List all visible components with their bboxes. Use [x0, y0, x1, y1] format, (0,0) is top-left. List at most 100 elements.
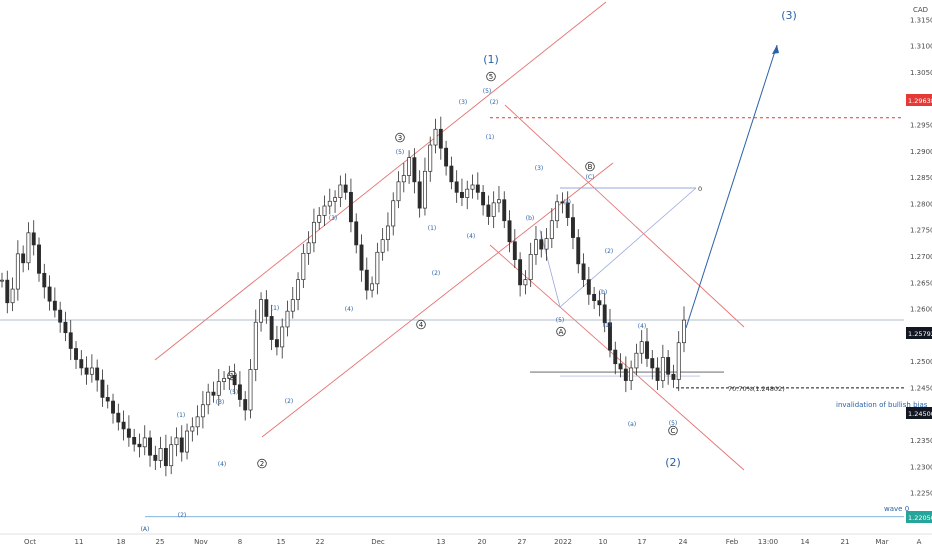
candle-body [475, 184, 480, 193]
candle-body [37, 244, 41, 274]
time-tick-label: 10 [599, 538, 608, 546]
candle-body [354, 221, 359, 246]
candle-body [10, 288, 15, 304]
wave-label: (2) [285, 398, 294, 405]
candle-body [666, 357, 671, 375]
price-tick-label: 1.23500 [910, 437, 932, 445]
wave-label: (5) [483, 88, 492, 95]
candle-body [555, 201, 560, 222]
candle-body [68, 332, 73, 349]
candle-body [486, 204, 491, 217]
wave-label: (1) [486, 134, 495, 141]
wave-label: (3) [781, 9, 797, 22]
candle-body [507, 220, 512, 243]
invalidation-price-badge-text: 1.24500 [908, 410, 932, 418]
candle-body [608, 322, 612, 351]
wave-label: (2) [605, 248, 614, 255]
wave-label: (4) [345, 306, 354, 313]
price-tick-label: 1.24500 [910, 384, 932, 392]
candle-body [497, 199, 501, 204]
candle-body [116, 412, 121, 423]
invalidation-price-badge [906, 407, 932, 419]
candle-body [375, 251, 380, 285]
wave-label: A [559, 328, 564, 336]
candle-body [491, 202, 496, 217]
wave-label: (5) [396, 149, 405, 156]
candle-body [290, 299, 295, 312]
candle-body [21, 253, 26, 264]
wave-label: (5) [230, 389, 239, 396]
candle-body [274, 339, 279, 348]
time-tick-label: A [917, 538, 922, 546]
candle-body [660, 357, 665, 381]
candle-body [333, 197, 338, 202]
candle-body [132, 437, 137, 445]
price-tick-label: 1.29000 [910, 148, 932, 156]
candle-body [142, 437, 147, 448]
candle-body [52, 300, 57, 311]
time-tick-label: 14 [801, 538, 810, 546]
wave-label: 2 [260, 460, 264, 468]
wave-label: (1) [483, 53, 499, 66]
candle-body [370, 283, 375, 291]
price-axis: CAD 1.315001.310001.305001.300001.295001… [904, 0, 932, 534]
candle-body [89, 367, 94, 375]
wave-label-circle [227, 370, 237, 381]
candle-body [549, 220, 554, 239]
time-tick-label: 20 [478, 538, 487, 546]
candle-body [613, 349, 618, 365]
time-tick-label: 13 [437, 538, 446, 546]
invalidation-label: invalidation of bullish bias [836, 401, 928, 409]
wave-label: (1) [177, 412, 186, 419]
candle-body [126, 428, 131, 438]
candle-body [534, 239, 538, 255]
wave-label-circle [486, 71, 496, 82]
price-tick-label: 1.26500 [910, 279, 932, 287]
time-tick-label: 27 [518, 538, 527, 546]
wave-label: (2) [665, 456, 681, 469]
candle-body [645, 341, 649, 359]
candle-body [518, 259, 523, 286]
time-tick-label: 11 [75, 538, 84, 546]
trend-channel-line [154, 1, 607, 361]
wave-label: (3) [216, 399, 225, 406]
candle-body [618, 363, 623, 370]
candle-body [306, 242, 311, 254]
candle-body [100, 379, 105, 398]
annotations: 70.70%(1.24802) invalidation of bullish … [698, 185, 928, 513]
time-tick-label: 15 [277, 538, 286, 546]
wave-label: (2) [490, 99, 499, 106]
fib-zero-label: 0 [698, 185, 702, 193]
wave-labels: (1) (2) (3) 5 3 4 2 1 A B C (1) (1) (1) (1) (1) (2) (2) (2… [141, 9, 797, 533]
candle-body [296, 279, 301, 300]
candle-body [428, 144, 433, 172]
candle-body [163, 448, 168, 467]
candle-body [343, 184, 348, 193]
price-tick-label: 1.31500 [910, 16, 932, 24]
bottom-price-badge [906, 511, 932, 523]
price-tick-label: 1.28000 [910, 200, 932, 208]
candle-body [58, 309, 63, 323]
candle-body [105, 397, 110, 402]
wave-label: (4) [218, 461, 227, 468]
wave-label: (1) [271, 305, 280, 312]
wave-label: (C) [586, 174, 595, 181]
candle-body [174, 437, 179, 446]
candle-body [317, 215, 322, 223]
fib-diagonal-line [559, 187, 697, 308]
wave-label-circle [585, 161, 595, 172]
candle-body [79, 359, 84, 369]
wave-label: C [671, 427, 676, 435]
candle-body [385, 225, 390, 241]
wave-zero-label: wave 0 [884, 505, 909, 513]
candle-body [623, 368, 628, 381]
price-tick-label: 1.28500 [910, 174, 932, 182]
candle-body [565, 202, 570, 218]
candle-body [280, 326, 285, 348]
fib-level-label: 70.70%(1.24802) [728, 385, 785, 393]
candle-body [185, 430, 189, 453]
wave-label: (b) [599, 289, 608, 296]
candle-body [179, 437, 184, 453]
candle-body [639, 341, 644, 354]
